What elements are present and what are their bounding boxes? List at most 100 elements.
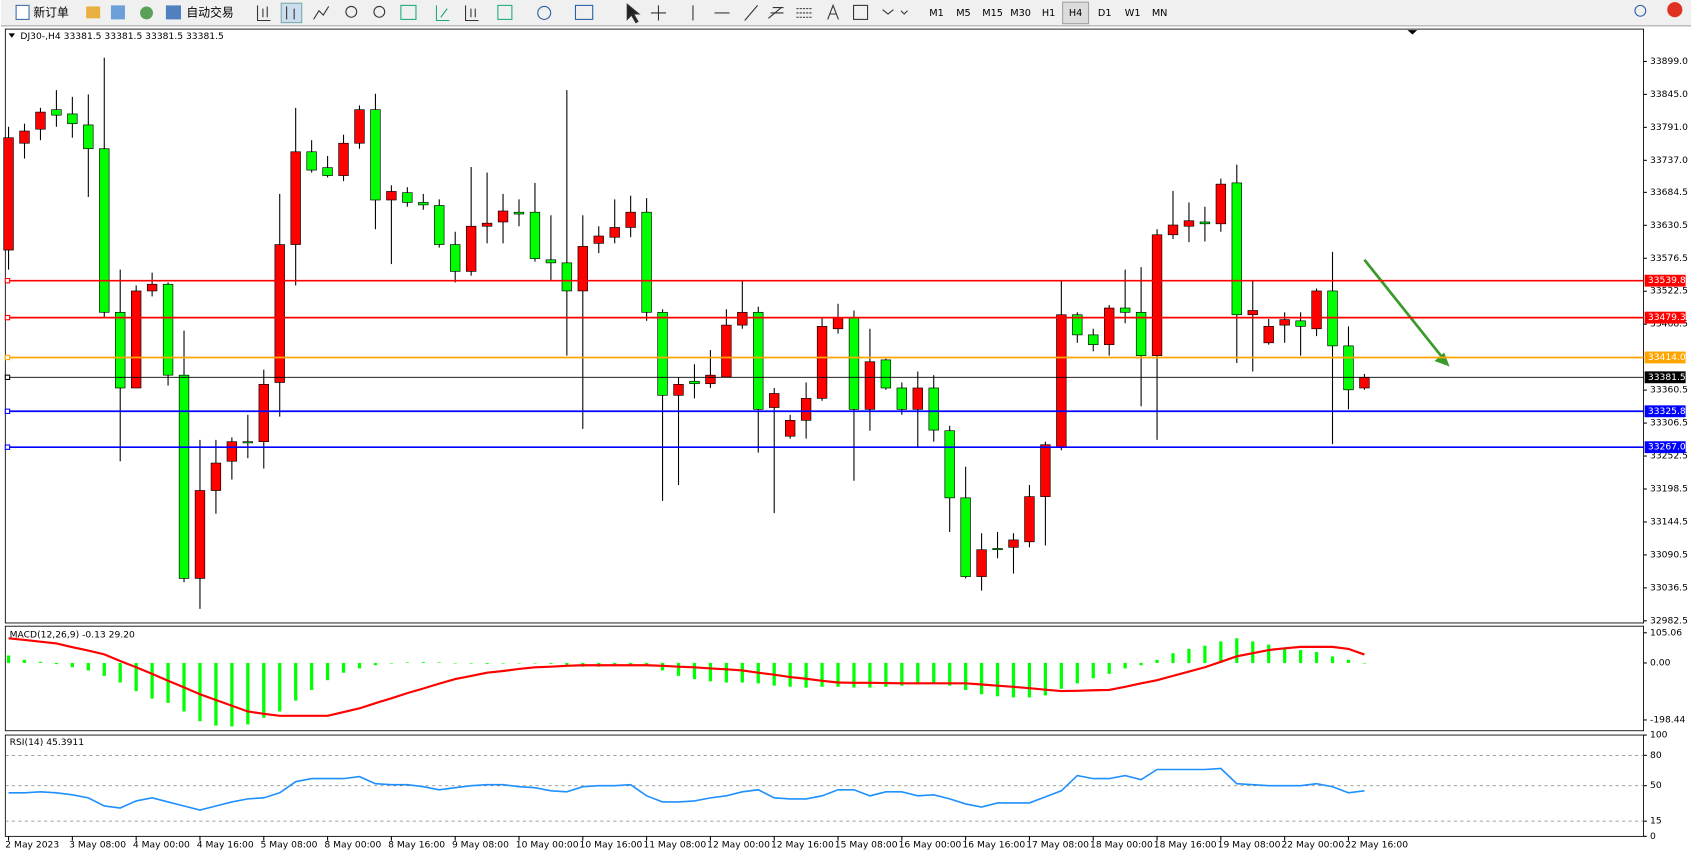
zoom-in-button[interactable]: [345, 5, 358, 18]
shift-button[interactable]: [465, 5, 479, 22]
new-order-button[interactable]: 新订单: [33, 5, 69, 19]
macd-bar: [979, 662, 984, 695]
price-line-handle: [4, 354, 11, 361]
candle-body: [960, 497, 971, 577]
candle-body: [864, 361, 876, 410]
macd-panel-frame: [4, 625, 1644, 732]
candle-body: [1040, 444, 1051, 497]
macd-bar: [1075, 662, 1079, 684]
zoom-out-button[interactable]: [373, 5, 386, 18]
candle-body: [434, 205, 445, 245]
cursor-button[interactable]: [626, 3, 641, 24]
timeframe-button[interactable]: M5: [956, 8, 971, 19]
candle-body: [545, 259, 557, 264]
y-tick-label: 50: [1650, 780, 1662, 791]
timeframe-button[interactable]: H1: [1042, 8, 1055, 19]
arrows-button[interactable]: [882, 9, 908, 15]
price-label: 33539.8: [1648, 275, 1686, 286]
fibo-button[interactable]: [796, 8, 812, 18]
candle-body: [721, 324, 732, 378]
channel-button[interactable]: [768, 7, 784, 19]
price-label: 33325.8: [1648, 406, 1686, 417]
timeframe-button[interactable]: M30: [1010, 8, 1031, 19]
x-tick-label: 18 May 16:00: [1154, 839, 1217, 850]
periods-button[interactable]: [537, 5, 552, 20]
trendline-button[interactable]: [744, 5, 759, 21]
auto-trading-icon[interactable]: [165, 5, 182, 20]
macd-bar: [230, 662, 234, 727]
x-tick-label: 15 May 08:00: [835, 839, 898, 850]
x-tick-label: 4 May 00:00: [133, 839, 190, 850]
y-tick-label: 33684.5: [1650, 187, 1688, 198]
candle-body: [99, 148, 110, 313]
macd-bar: [884, 662, 888, 687]
x-tick-label: 12 May 16:00: [771, 839, 834, 850]
x-tick-label: 10 May 16:00: [580, 839, 643, 850]
y-tick-label: 15: [1650, 816, 1662, 827]
indicators-button[interactable]: [497, 4, 513, 20]
trend-arrow: [1363, 258, 1450, 367]
x-tick-label: 22 May 16:00: [1345, 839, 1408, 850]
candle-body: [1279, 319, 1290, 326]
label-button[interactable]: [853, 4, 869, 20]
search-button[interactable]: [1634, 4, 1647, 17]
candle-body: [1247, 310, 1258, 316]
toolbar-icon[interactable]: [140, 6, 153, 20]
price-label-bg: [1644, 351, 1686, 364]
x-tick-label: 8 May 00:00: [324, 839, 381, 850]
macd-bar: [1171, 653, 1175, 663]
candle-body: [513, 211, 525, 215]
macd-bar: [1123, 662, 1127, 669]
chart-header: DJ30-,H4 33381.5 33381.5 33381.5 33381.5: [20, 31, 224, 42]
macd-bar: [517, 662, 521, 664]
timeframe-button[interactable]: W1: [1125, 8, 1141, 19]
line-chart-button[interactable]: [313, 6, 330, 20]
menu-triangle[interactable]: [8, 33, 16, 38]
new-order-icon[interactable]: [15, 4, 30, 20]
timeframe-button[interactable]: H4: [1069, 8, 1082, 19]
macd-signal-line: [8, 637, 1365, 717]
macd-bar: [900, 662, 904, 686]
bar-chart-button[interactable]: [256, 5, 271, 22]
x-tick-label: 22 May 00:00: [1281, 839, 1344, 850]
toolbar-icon[interactable]: [110, 5, 125, 20]
candle-body: [673, 383, 684, 396]
macd-bar: [788, 662, 792, 687]
templates-button[interactable]: [574, 4, 594, 20]
tile-button[interactable]: [400, 4, 417, 20]
candle-body: [848, 317, 860, 410]
macd-bar: [389, 662, 394, 664]
macd-bar: [214, 662, 218, 726]
candle-chart-button[interactable]: [280, 2, 303, 24]
x-tick-label: 3 May 08:00: [69, 839, 126, 850]
macd-bar: [964, 662, 968, 690]
y-tick-label: 33306.5: [1650, 418, 1688, 429]
candle-body: [1056, 314, 1067, 448]
timeframe-button[interactable]: D1: [1098, 8, 1112, 19]
candle-body: [67, 113, 78, 125]
macd-bar: [1155, 659, 1159, 663]
macd-bar: [198, 662, 202, 722]
macd-bar: [421, 662, 425, 663]
text-button[interactable]: [827, 3, 839, 20]
toolbar-icon[interactable]: [86, 6, 101, 19]
auto-trading-button[interactable]: 自动交易: [186, 5, 233, 19]
candle-body: [1359, 376, 1370, 389]
macd-bar: [325, 662, 330, 681]
candle-body: [322, 167, 333, 176]
candle-body: [130, 290, 142, 389]
macd-bar: [262, 662, 266, 718]
macd-bar: [868, 662, 872, 688]
toolbar-bg: [1, 0, 1691, 26]
scroll-button[interactable]: [435, 5, 450, 22]
active-timeframe-box: [1062, 1, 1090, 25]
candle-body: [1135, 311, 1147, 356]
timeframe-button[interactable]: MN: [1152, 8, 1168, 19]
timeframe-button[interactable]: M15: [982, 8, 1003, 19]
indicator-title: RSI(14) 45.3911: [10, 737, 84, 748]
timeframe-button[interactable]: M1: [929, 8, 944, 19]
notification-badge[interactable]: [1667, 2, 1683, 18]
y-tick-label: 33737.0: [1650, 155, 1688, 166]
price-label: 33381.5: [1648, 372, 1686, 383]
crosshair-button[interactable]: [650, 5, 667, 21]
